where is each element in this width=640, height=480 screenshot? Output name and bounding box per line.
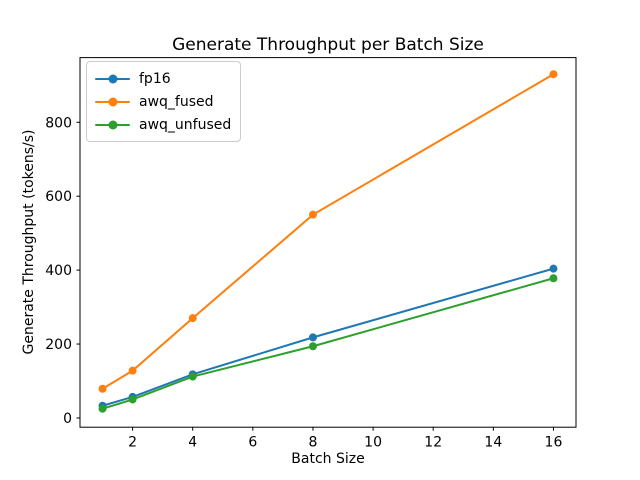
y-tick-label: 400 xyxy=(45,263,72,279)
legend-label: awq_unfused xyxy=(139,116,232,133)
x-tick-label: 12 xyxy=(424,435,442,451)
x-tick-label: 16 xyxy=(545,435,563,451)
x-tick-label: 10 xyxy=(364,435,382,451)
data-point-fp16 xyxy=(308,333,317,342)
y-tick-label: 200 xyxy=(45,337,72,353)
legend-entry-awq_unfused: awq_unfused xyxy=(95,113,231,136)
data-point-awq_fused xyxy=(188,314,197,323)
legend-marker-dot xyxy=(108,97,117,106)
legend: fp16 awq_fused awq_unfused xyxy=(86,61,242,142)
y-axis-label: Generate Throughput (tokens/s) xyxy=(21,129,37,355)
legend-line-marker-icon xyxy=(95,118,130,132)
data-point-awq_unfused xyxy=(308,342,317,351)
data-point-awq_fused xyxy=(308,210,317,219)
data-point-awq_unfused xyxy=(188,372,197,381)
x-tick-label: 2 xyxy=(128,435,137,451)
legend-entry-awq_fused: awq_fused xyxy=(95,90,231,113)
data-point-awq_fused xyxy=(128,366,137,375)
data-point-awq_unfused xyxy=(98,404,107,413)
x-tick-label: 4 xyxy=(188,435,197,451)
legend-marker-dot xyxy=(108,120,117,129)
axes-frame xyxy=(79,57,577,428)
legend-entry-fp16: fp16 xyxy=(95,67,231,90)
x-tick-label: 14 xyxy=(484,435,502,451)
x-tick-label: 6 xyxy=(248,435,257,451)
x-axis-label: Batch Size xyxy=(291,451,365,467)
y-tick-label: 800 xyxy=(45,115,72,131)
legend-line-marker-icon xyxy=(95,95,130,109)
data-point-awq_fused xyxy=(549,70,558,79)
data-point-fp16 xyxy=(549,264,558,273)
x-tick-label: 8 xyxy=(309,435,318,451)
y-tick-label: 0 xyxy=(63,411,72,427)
data-point-awq_unfused xyxy=(128,395,137,404)
data-point-awq_fused xyxy=(98,384,107,393)
y-tick-label: 600 xyxy=(45,189,72,205)
series-line-awq_unfused xyxy=(101,277,555,410)
chart-title: Generate Throughput per Batch Size xyxy=(172,35,484,55)
legend-marker-dot xyxy=(108,74,117,83)
legend-label: awq_fused xyxy=(139,93,214,110)
legend-line-marker-icon xyxy=(95,72,130,86)
data-point-awq_unfused xyxy=(549,274,558,283)
legend-label: fp16 xyxy=(139,70,171,87)
